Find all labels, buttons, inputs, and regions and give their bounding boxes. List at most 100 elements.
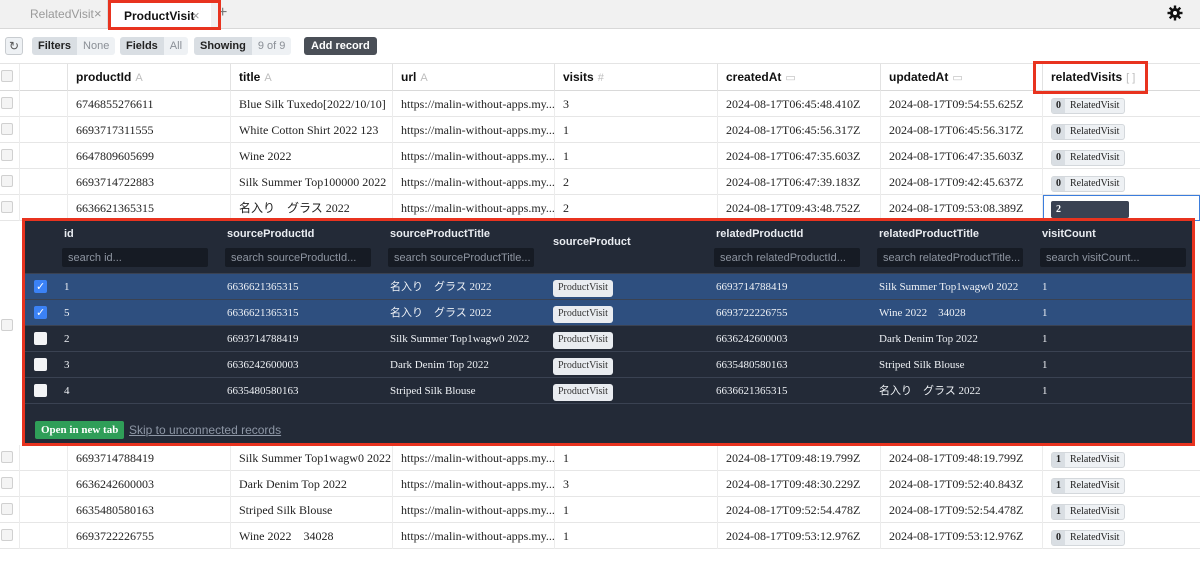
cell-url[interactable]: https://malin-without-apps.my... [393,523,555,549]
cell-visits[interactable]: 3 [555,91,718,117]
cell-productid[interactable]: 6636242600003 [68,471,231,497]
cell-relatedvisits[interactable]: 0 RelatedVisit [1043,169,1200,195]
cell-title[interactable]: White Cotton Shirt 2022 123 [231,117,393,143]
productvisit-badge[interactable]: ProductVisit [553,280,613,297]
cell-createdat[interactable]: 2024-08-17T09:48:30.229Z [718,471,881,497]
column-header-createdat[interactable]: createdAt ▭ [718,64,881,91]
relation-badge[interactable]: 0 RelatedVisit [1051,124,1126,140]
cell-relatedvisits[interactable]: 0 RelatedVisit [1043,523,1200,549]
column-header-relatedvisits[interactable]: relatedVisits[ ] [1043,64,1200,91]
cell-productid[interactable]: 6635480580163 [68,497,231,523]
row-checkbox[interactable] [1,477,13,489]
cell-productid[interactable]: 6693714722883 [68,169,231,195]
row-select-cell[interactable] [0,169,20,195]
close-icon[interactable]: × [94,6,102,21]
cell-updatedat[interactable]: 2024-08-17T09:54:55.625Z [881,91,1043,117]
cell-relatedvisits[interactable]: 0 RelatedVisit [1043,91,1200,117]
search-relatedproductid-input[interactable] [714,248,860,267]
cell-createdat[interactable]: 2024-08-17T06:45:48.410Z [718,91,881,117]
open-in-new-tab-button[interactable]: Open in new tab [35,421,125,439]
column-header-updatedat[interactable]: updatedAt ▭ [881,64,1043,91]
row-select-cell[interactable] [0,445,20,471]
subtable-row[interactable]: 5 6636621365315 名入り グラス 2022 ProductVisi… [25,300,1192,326]
relation-badge[interactable]: 1 RelatedVisit [1051,504,1126,520]
cell-visits[interactable]: 1 [555,523,718,549]
relation-badge[interactable]: 0 RelatedVisit [1051,176,1126,192]
row-select-cell[interactable] [0,523,20,549]
productvisit-badge[interactable]: ProductVisit [553,384,613,401]
cell-relatedvisits[interactable]: 1 RelatedVisit [1043,471,1200,497]
relation-badge[interactable]: 0 RelatedVisit [1051,98,1126,114]
add-tab-icon[interactable]: + [218,4,228,21]
subtable-row[interactable]: 1 6636621365315 名入り グラス 2022 ProductVisi… [25,274,1192,300]
search-id-input[interactable] [62,248,208,267]
add-record-button[interactable]: Add record [304,37,377,55]
relation-badge[interactable]: 0 RelatedVisit [1051,530,1126,546]
subrow-select-cell[interactable] [25,300,56,326]
table-row-expanded[interactable]: 6636621365315 名入り グラス 2022 https://malin… [0,195,1200,221]
cell-url[interactable]: https://malin-without-apps.my... [393,497,555,523]
subrow-select-cell[interactable] [25,326,56,352]
cell-url[interactable]: https://malin-without-apps.my... [393,195,555,221]
table-row[interactable]: 6693714788419 Silk Summer Top1wagw0 2022… [0,445,1200,471]
cell-url[interactable]: https://malin-without-apps.my... [393,169,555,195]
row-checkbox[interactable] [1,123,13,135]
row-select-cell[interactable] [0,195,20,221]
cell-updatedat[interactable]: 2024-08-17T06:45:56.317Z [881,117,1043,143]
cell-url[interactable]: https://malin-without-apps.my... [393,471,555,497]
subrow-checkbox[interactable] [34,306,47,319]
cell-title[interactable]: 名入り グラス 2022 [231,195,393,221]
filters-toggle[interactable]: Filters None [32,37,116,55]
select-all-cell[interactable] [0,64,20,91]
cell-relatedvisits-active[interactable]: 2 [1043,195,1200,221]
search-visitcount-input[interactable] [1040,248,1186,267]
cell-title[interactable]: Wine 2022 34028 [231,523,393,549]
cell-updatedat[interactable]: 2024-08-17T09:53:08.389Z [881,195,1043,221]
cell-title[interactable]: Silk Summer Top100000 2022 [231,169,393,195]
select-all-checkbox[interactable] [1,70,13,82]
table-row[interactable]: 6746855276611 Blue Silk Tuxedo[2022/10/1… [0,91,1200,117]
productvisit-badge[interactable]: ProductVisit [553,358,613,375]
relation-badge[interactable]: 1 RelatedVisit [1051,478,1126,494]
cell-relatedvisits[interactable]: 0 RelatedVisit [1043,143,1200,169]
cell-createdat[interactable]: 2024-08-17T06:47:35.603Z [718,143,881,169]
table-row[interactable]: 6636242600003 Dark Denim Top 2022 https:… [0,471,1200,497]
relation-badge[interactable]: 1 RelatedVisit [1051,452,1126,468]
table-row[interactable]: 6647809605699 Wine 2022 https://malin-wi… [0,143,1200,169]
subtable-row[interactable]: 2 6693714788419 Silk Summer Top1wagw0 20… [25,326,1192,352]
search-sourceproducttitle-input[interactable] [388,248,534,267]
cell-title[interactable]: Dark Denim Top 2022 [231,471,393,497]
row-select-cell[interactable] [0,91,20,117]
cell-createdat[interactable]: 2024-08-17T06:47:39.183Z [718,169,881,195]
cell-createdat[interactable]: 2024-08-17T09:53:12.976Z [718,523,881,549]
cell-productid[interactable]: 6693714788419 [68,445,231,471]
cell-updatedat[interactable]: 2024-08-17T06:47:35.603Z [881,143,1043,169]
subrow-checkbox[interactable] [34,280,47,293]
subrow-select-cell[interactable] [25,378,56,404]
subrow-select-cell[interactable] [25,352,56,378]
productvisit-badge[interactable]: ProductVisit [553,306,613,323]
cell-title[interactable]: Silk Summer Top1wagw0 2022 [231,445,393,471]
table-row[interactable]: 6693717311555 White Cotton Shirt 2022 12… [0,117,1200,143]
cell-createdat[interactable]: 2024-08-17T06:45:56.317Z [718,117,881,143]
row-checkbox[interactable] [1,97,13,109]
cell-url[interactable]: https://malin-without-apps.my... [393,143,555,169]
cell-productid[interactable]: 6693717311555 [68,117,231,143]
cell-updatedat[interactable]: 2024-08-17T09:52:40.843Z [881,471,1043,497]
cell-visits[interactable]: 1 [555,117,718,143]
row-select-cell[interactable] [0,143,20,169]
cell-visits[interactable]: 2 [555,169,718,195]
relation-badge-active[interactable]: 2 [1051,201,1129,218]
cell-visits[interactable]: 1 [555,143,718,169]
cell-title[interactable]: Striped Silk Blouse [231,497,393,523]
subrow-checkbox[interactable] [34,332,47,345]
row-checkbox[interactable] [1,503,13,515]
subtable-row[interactable]: 3 6636242600003 Dark Denim Top 2022 Prod… [25,352,1192,378]
subrow-checkbox[interactable] [34,358,47,371]
table-row[interactable]: 6635480580163 Striped Silk Blouse https:… [0,497,1200,523]
search-sourceproductid-input[interactable] [225,248,371,267]
row-checkbox[interactable] [1,529,13,541]
productvisit-badge[interactable]: ProductVisit [553,332,613,349]
cell-url[interactable]: https://malin-without-apps.my... [393,117,555,143]
cell-createdat[interactable]: 2024-08-17T09:52:54.478Z [718,497,881,523]
